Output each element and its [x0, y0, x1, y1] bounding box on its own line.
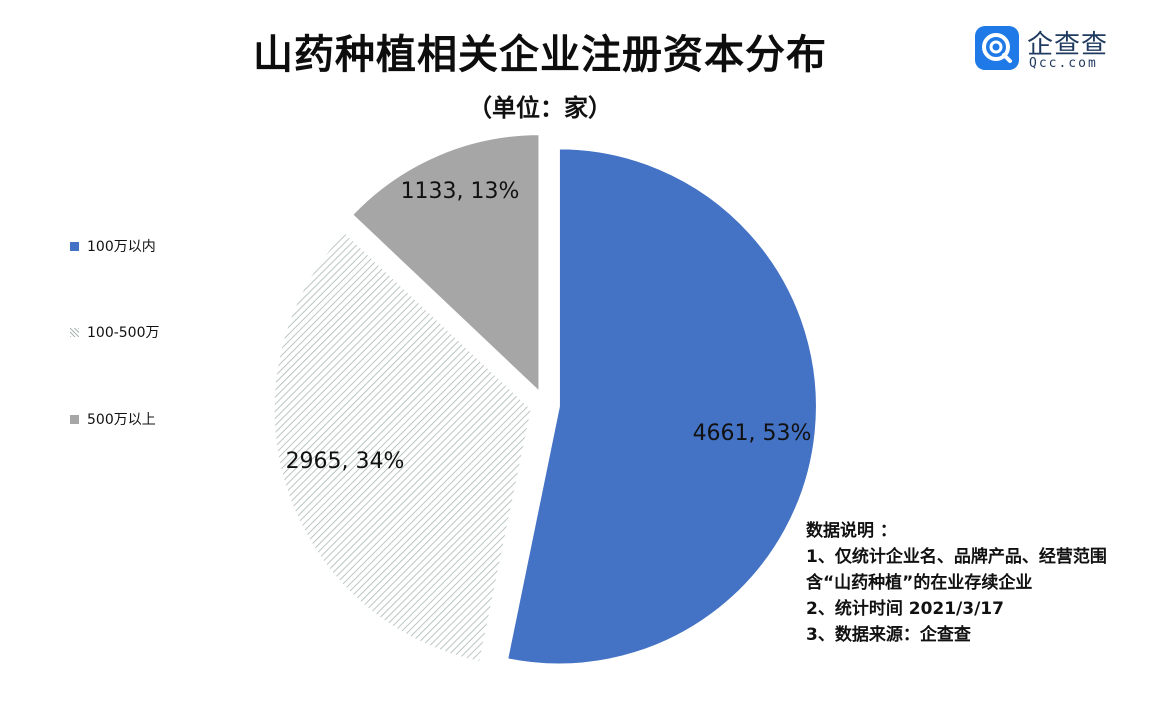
notes-line: 含“山药种植”的在业存续企业	[806, 573, 1033, 593]
legend-item-under-100: 100万以内	[70, 236, 156, 256]
legend-swatch-gray	[70, 414, 79, 424]
qcc-logo-name: 企查查	[1027, 30, 1109, 60]
legend-swatch-hatched	[70, 327, 79, 337]
pie-slice-2	[272, 230, 533, 664]
legend-label: 100-500万	[87, 325, 160, 341]
pie-data-label-1: 4661, 53%	[693, 421, 812, 446]
notes-heading: 数据说明 ：	[806, 521, 897, 541]
chart-title: 山药种植相关企业注册资本分布	[253, 32, 827, 78]
legend-label: 100万以内	[87, 239, 156, 255]
qcc-logo: 企查查 Qcc.com	[975, 24, 1155, 72]
pie-data-labels: 4661, 53% 2965, 34% 1133, 13%	[286, 179, 812, 474]
legend-swatch-blue	[70, 241, 79, 251]
pie-slice-1	[506, 147, 818, 666]
notes-line: 2、统计时间 2021/3/17	[806, 599, 1004, 619]
data-notes: 数据说明 ： 1、仅统计企业名、品牌产品、经营范围 含“山药种植”的在业存续企业…	[806, 518, 1161, 648]
pie-data-label-3: 1133, 13%	[401, 179, 520, 204]
pie-slices	[272, 133, 818, 666]
legend-item-100-500: 100-500万	[70, 322, 160, 342]
pie-data-label-2: 2965, 34%	[286, 449, 405, 474]
qcc-logo-icon	[975, 26, 1019, 70]
pie-slice-3	[350, 133, 541, 395]
legend-item-over-500: 500万以上	[70, 409, 156, 429]
notes-line: 1、仅统计企业名、品牌产品、经营范围	[806, 547, 1107, 567]
notes-line: 3、数据来源：企查查	[806, 625, 971, 645]
unit-subtitle: （单位：家）	[468, 94, 612, 122]
legend-label: 500万以上	[87, 412, 156, 428]
qcc-logo-domain: Qcc.com	[1029, 56, 1098, 71]
